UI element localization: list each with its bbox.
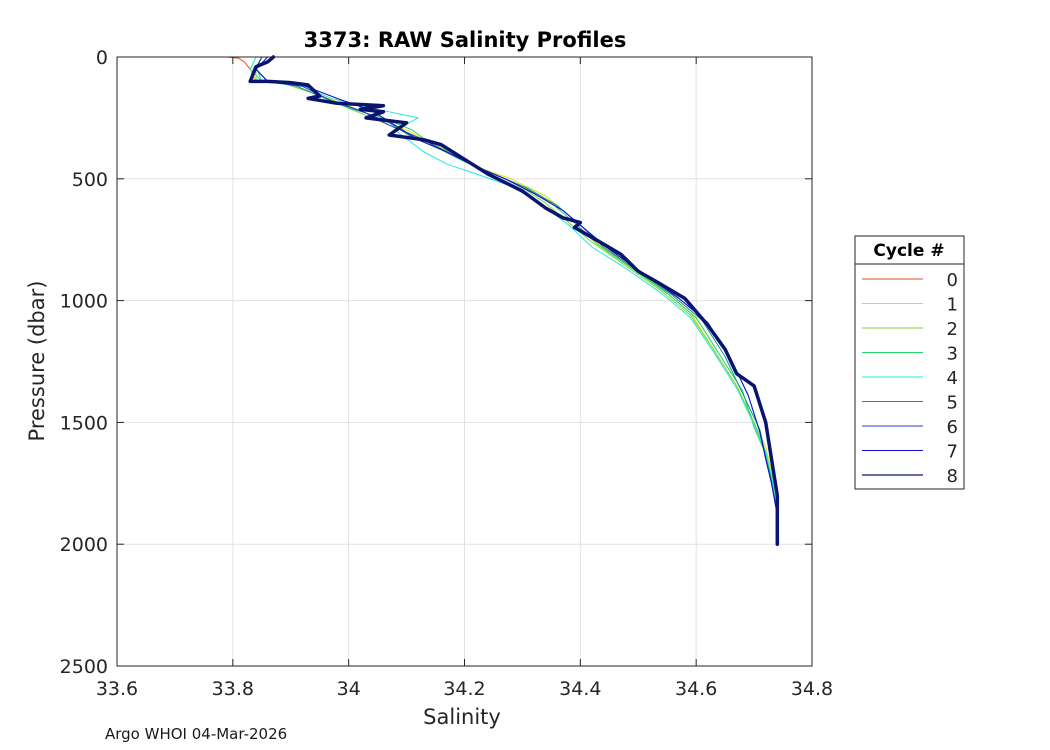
y-axis-ticks: 0 500 1000 1500 2000 2500 xyxy=(60,47,812,678)
x-tick-label: 34.6 xyxy=(675,678,717,700)
chart-title: 3373: RAW Salinity Profiles xyxy=(304,28,627,52)
series-layer xyxy=(226,55,780,546)
legend-items: 0 1 2 3 4 5 6 7 8 xyxy=(862,270,958,487)
y-tick-label: 0 xyxy=(96,47,108,69)
series-line-cycle-8 xyxy=(248,55,780,546)
x-tick-label: 34.4 xyxy=(559,678,601,700)
x-tick-label: 34.2 xyxy=(443,678,485,700)
y-tick-label: 500 xyxy=(72,169,108,191)
x-tick-label: 34 xyxy=(337,678,361,700)
x-axis-ticks: 33.6 33.8 34 34.2 34.4 34.6 34.8 xyxy=(96,57,833,700)
legend: Cycle # 0 1 2 3 4 5 6 7 8 xyxy=(854,235,965,490)
legend-label-cycle-7: 7 xyxy=(947,442,958,463)
y-axis-label: Pressure (dbar) xyxy=(25,281,49,442)
x-tick-label: 33.6 xyxy=(96,678,138,700)
x-axis-label: Salinity xyxy=(423,705,501,729)
footer-credit: Argo WHOI 04-Mar-2026 xyxy=(105,725,288,743)
x-tick-label: 34.8 xyxy=(791,678,833,700)
legend-label-cycle-6: 6 xyxy=(947,417,958,438)
legend-label-cycle-1: 1 xyxy=(947,295,958,316)
y-tick-label: 2500 xyxy=(60,656,108,678)
legend-label-cycle-0: 0 xyxy=(947,270,958,291)
legend-title: Cycle # xyxy=(873,241,944,261)
legend-label-cycle-5: 5 xyxy=(947,393,958,414)
x-tick-label: 33.8 xyxy=(212,678,254,700)
legend-label-cycle-4: 4 xyxy=(947,368,958,389)
legend-label-cycle-2: 2 xyxy=(947,319,958,340)
series-line-cycle-7 xyxy=(255,56,778,545)
y-tick-label: 1500 xyxy=(60,412,108,434)
legend-label-cycle-3: 3 xyxy=(947,344,958,365)
y-tick-label: 1000 xyxy=(60,291,108,313)
y-tick-label: 2000 xyxy=(60,534,108,556)
legend-label-cycle-8: 8 xyxy=(947,466,958,487)
legend-box xyxy=(854,235,965,490)
